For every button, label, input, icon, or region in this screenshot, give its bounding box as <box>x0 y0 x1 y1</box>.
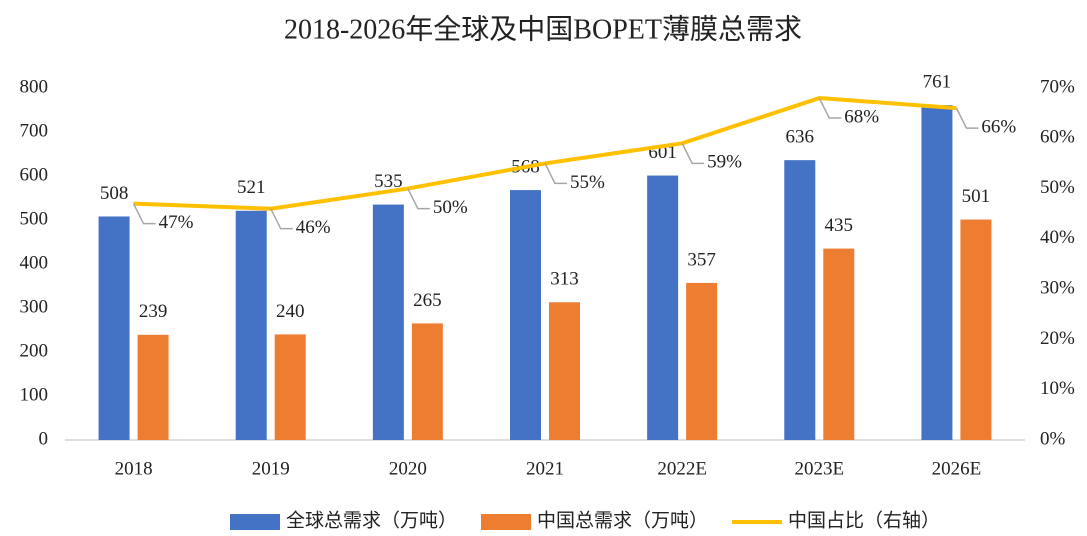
y2-tick-label: 20% <box>1040 328 1075 349</box>
y-tick-label: 500 <box>20 208 49 229</box>
y-tick-label: 600 <box>20 164 49 185</box>
bar <box>274 334 306 440</box>
bar-value-label: 240 <box>276 301 305 322</box>
bar <box>235 210 267 440</box>
y-tick-label: 0 <box>39 428 49 449</box>
bar <box>411 323 443 440</box>
legend-label: 中国占比（右轴） <box>788 509 940 531</box>
y2-tick-label: 70% <box>1040 76 1075 97</box>
bar <box>823 248 855 440</box>
y2-tick-label: 40% <box>1040 227 1075 248</box>
x-tick-label: 2023E <box>794 458 844 479</box>
y2-tick-label: 60% <box>1040 127 1075 148</box>
leader-line <box>270 208 293 230</box>
bar-value-label: 265 <box>413 290 442 311</box>
bar <box>921 105 953 440</box>
x-tick-label: 2021 <box>526 458 564 479</box>
bar <box>686 282 718 440</box>
x-tick-label: 2019 <box>252 458 290 479</box>
bar-value-label: 313 <box>550 269 579 290</box>
line-value-label: 59% <box>707 152 742 173</box>
y2-tick-label: 10% <box>1040 378 1075 399</box>
bar-value-label: 239 <box>139 301 168 322</box>
legend-label: 中国总需求（万吨） <box>537 509 708 531</box>
leader-line <box>681 142 705 165</box>
bar-value-label: 435 <box>825 215 854 236</box>
bar <box>98 216 130 440</box>
bar <box>960 219 992 440</box>
legend-swatch <box>481 514 532 530</box>
bar <box>510 190 541 440</box>
bar <box>137 334 169 440</box>
bar <box>647 175 679 440</box>
line-value-label: 66% <box>981 116 1016 137</box>
bar <box>784 160 816 440</box>
bar-value-label: 521 <box>237 177 266 198</box>
y-tick-label: 200 <box>20 340 49 361</box>
bar-value-label: 357 <box>687 249 716 270</box>
line-value-label: 55% <box>570 172 605 193</box>
line-value-label: 50% <box>433 197 468 218</box>
bar-value-label: 535 <box>374 171 403 192</box>
legend-label: 全球总需求（万吨） <box>286 509 457 531</box>
y-tick-label: 400 <box>20 252 49 273</box>
y-tick-label: 800 <box>20 76 49 97</box>
x-tick-label: 2022E <box>657 458 707 479</box>
line-value-label: 68% <box>844 106 879 127</box>
bar-value-label: 501 <box>962 186 991 207</box>
y-tick-label: 100 <box>20 384 49 405</box>
y-tick-label: 300 <box>20 296 49 317</box>
bar <box>549 302 580 440</box>
chart-title: 2018-2026年全球及中国BOPET薄膜总需求 <box>284 13 802 45</box>
x-tick-label: 2020 <box>389 458 427 479</box>
x-tick-label: 2018 <box>115 458 153 479</box>
y2-tick-label: 0% <box>1040 428 1066 449</box>
line-value-label: 47% <box>159 212 194 233</box>
bar <box>372 204 404 440</box>
leader-line <box>544 163 567 185</box>
leader-line <box>132 203 156 225</box>
y2-tick-label: 50% <box>1040 177 1075 198</box>
bar-value-label: 761 <box>923 72 952 93</box>
y-tick-label: 700 <box>20 120 49 141</box>
leader-line <box>818 97 842 119</box>
x-tick-label: 2026E <box>932 458 982 479</box>
legend-swatch <box>230 514 280 530</box>
y2-tick-label: 30% <box>1040 278 1075 299</box>
bar-value-label: 508 <box>100 183 129 204</box>
leader-line <box>407 188 430 210</box>
leader-line <box>955 107 979 129</box>
bar-value-label: 636 <box>786 127 815 148</box>
line-value-label: 46% <box>296 217 331 238</box>
